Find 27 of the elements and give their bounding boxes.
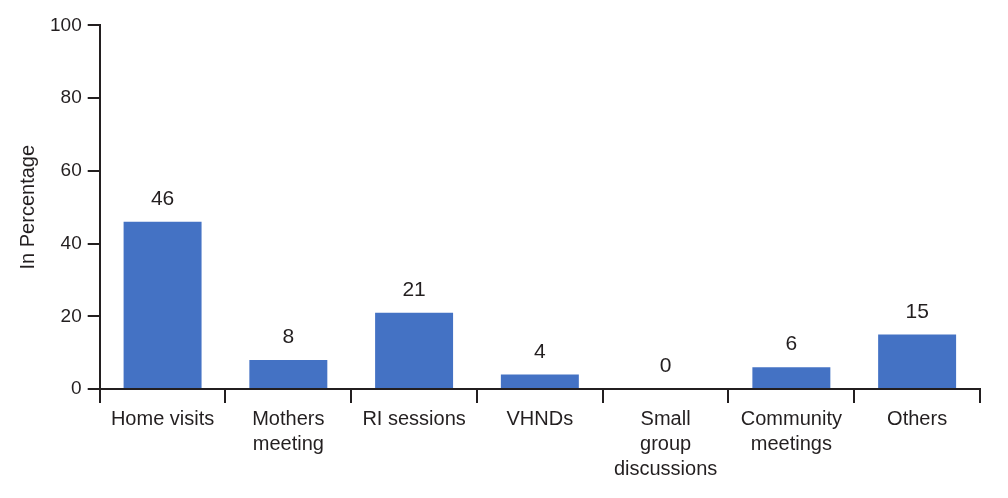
x-tick-label: VHNDs (506, 407, 574, 430)
bar (500, 374, 579, 388)
data-label: 0 (659, 353, 672, 377)
y-tick-label: 100 (50, 13, 82, 35)
y-axis-title: In Percentage (15, 144, 38, 270)
x-tick-label: Small group discussions (613, 407, 718, 480)
data-label: 6 (785, 331, 798, 355)
bar (249, 359, 328, 388)
bar (123, 221, 202, 388)
y-tick-label: 40 (60, 231, 82, 253)
x-tick-label: Others (887, 407, 948, 430)
data-label: 4 (534, 338, 547, 362)
y-tick-label: 80 (60, 86, 82, 108)
bar (752, 367, 831, 388)
data-label: 8 (282, 324, 295, 348)
data-label: 21 (402, 276, 426, 300)
y-tick-label: 60 (60, 159, 82, 181)
y-tick-label: 20 (60, 304, 82, 326)
x-tick-label: Home visits (110, 407, 215, 430)
x-tick-label: RI sessions (362, 407, 466, 430)
data-label: 15 (905, 298, 929, 322)
x-tick-label: Mothers meeting (252, 407, 325, 455)
bar (878, 334, 957, 388)
bar (375, 312, 454, 388)
y-tick-label: 0 (71, 377, 82, 399)
x-tick-label: Community meetings (740, 407, 842, 455)
data-label: 46 (150, 186, 175, 210)
